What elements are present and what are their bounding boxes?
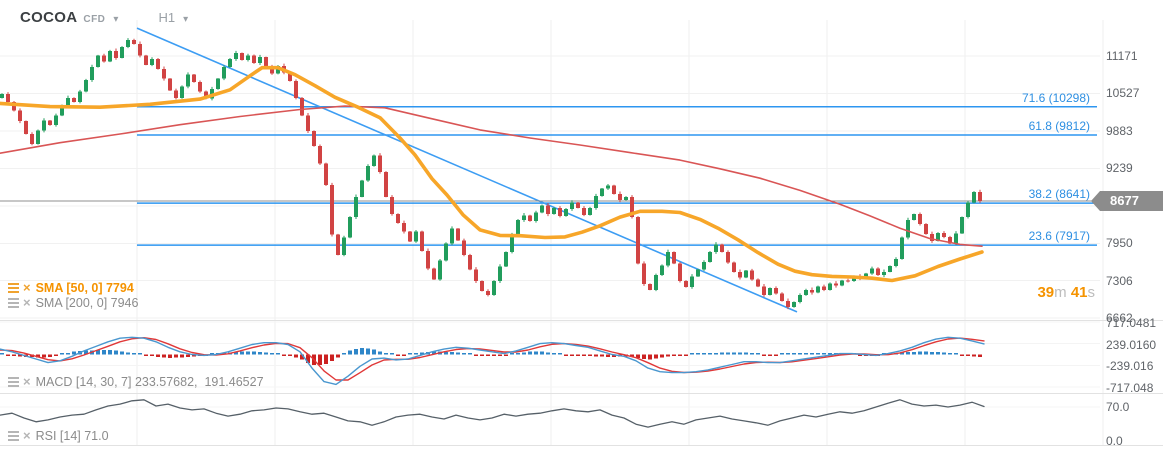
fib-level-label: 23.6 (7917): [1028, 229, 1090, 244]
rsi-label: RSI [14] 71.0: [35, 428, 109, 443]
price-axis-tick: 7950: [1106, 236, 1133, 251]
timeframe-selector[interactable]: H1: [158, 10, 176, 25]
rsi-axis-tick: 70.0: [1106, 400, 1130, 415]
macd-label: MACD [14, 30, 7] 233.57682, 191.46527: [35, 374, 264, 389]
legend-sma50: × SMA [50, 0] 7794: [8, 279, 134, 295]
legend-sma200: × SMA [200, 0] 7946: [8, 294, 139, 310]
price-axis-tick: 11171: [1106, 49, 1138, 63]
sma200-label: SMA [200, 0] 7946: [35, 295, 139, 310]
rsi-axis-tick: 0.0: [1106, 434, 1123, 448]
indicator-settings-icon[interactable]: [8, 297, 19, 308]
time-axis[interactable]: 15.04.2024 19:0022.04 10:0026.04 11:0002…: [0, 446, 1163, 472]
indicator-remove-icon[interactable]: ×: [23, 373, 31, 389]
price-axis-tick: 10527: [1106, 86, 1140, 101]
indicator-remove-icon[interactable]: ×: [23, 279, 31, 295]
indicator-settings-icon[interactable]: [8, 376, 19, 387]
price-axis-tick: 9883: [1106, 123, 1133, 138]
macd-axis-tick: 717.0481: [1106, 315, 1157, 330]
legend-macd: × MACD [14, 30, 7] 233.57682, 191.46527: [8, 373, 264, 389]
macd-axis-tick: -717.048: [1106, 381, 1154, 396]
indicator-settings-icon[interactable]: [8, 282, 19, 293]
symbol-selector[interactable]: COCOA: [20, 9, 78, 26]
chevron-down-icon[interactable]: ▾: [183, 14, 189, 25]
price-axis-tick: 6662: [1106, 311, 1133, 326]
price-axis[interactable]: 11171 10527 9883 9239 7950 7306 6662 717.0481 23…: [1100, 0, 1163, 472]
macd-axis-tick: 239.0160: [1106, 337, 1157, 352]
indicator-settings-icon[interactable]: [8, 430, 19, 441]
price-axis-tick: 9239: [1106, 161, 1133, 176]
instrument-type-badge: CFD: [83, 14, 106, 25]
macd-axis-tick: -239.016: [1106, 359, 1154, 374]
legend-rsi: × RSI [14] 71.0: [8, 427, 109, 443]
candle-countdown-timer: 39m 41s: [1037, 284, 1095, 301]
chart-header: COCOA CFD ▾ H1 ▾: [20, 9, 188, 26]
chevron-down-icon[interactable]: ▾: [113, 14, 119, 25]
fib-level-label: 71.6 (10298): [1021, 90, 1090, 105]
sma50-label: SMA [50, 0] 7794: [35, 280, 134, 295]
current-price-tag: 8677: [1091, 191, 1163, 211]
indicator-remove-icon[interactable]: ×: [23, 294, 31, 310]
price-axis-tick: 7306: [1106, 273, 1133, 288]
fib-level-label: 61.8 (9812): [1028, 119, 1090, 133]
indicator-remove-icon[interactable]: ×: [23, 427, 31, 443]
fib-level-label: 38.2 (8641): [1028, 187, 1090, 202]
